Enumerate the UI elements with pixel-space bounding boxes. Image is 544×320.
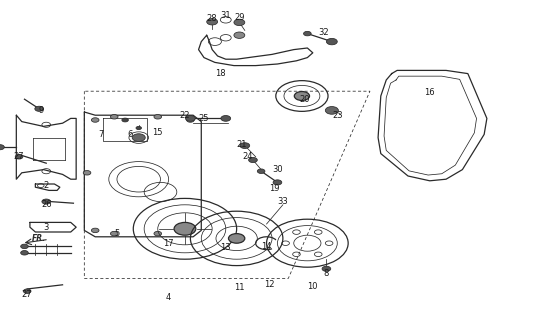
- Circle shape: [122, 118, 128, 122]
- Circle shape: [325, 107, 338, 114]
- Text: 3: 3: [44, 223, 49, 232]
- Circle shape: [23, 289, 31, 293]
- Text: 20: 20: [299, 95, 310, 104]
- Text: 32: 32: [318, 28, 329, 36]
- Text: FR.: FR.: [32, 234, 46, 243]
- Circle shape: [136, 126, 141, 130]
- Circle shape: [154, 231, 162, 236]
- Text: 16: 16: [424, 88, 435, 97]
- Circle shape: [21, 251, 28, 255]
- Text: 27: 27: [14, 152, 24, 161]
- Circle shape: [249, 157, 257, 163]
- Text: 24: 24: [242, 152, 253, 161]
- Circle shape: [304, 31, 311, 36]
- Text: 7: 7: [98, 130, 103, 139]
- Circle shape: [174, 222, 196, 235]
- Circle shape: [221, 116, 231, 121]
- Circle shape: [83, 171, 91, 175]
- Circle shape: [186, 116, 195, 121]
- Circle shape: [21, 244, 28, 249]
- Circle shape: [110, 115, 118, 119]
- Text: 33: 33: [277, 197, 288, 206]
- Text: 30: 30: [272, 165, 283, 174]
- Text: 11: 11: [234, 284, 245, 292]
- Circle shape: [228, 234, 245, 243]
- Circle shape: [132, 134, 145, 141]
- Text: 21: 21: [237, 140, 248, 148]
- Circle shape: [187, 228, 194, 233]
- Text: 4: 4: [166, 293, 171, 302]
- Text: 22: 22: [180, 111, 190, 120]
- Circle shape: [207, 19, 218, 25]
- Circle shape: [110, 231, 118, 236]
- Circle shape: [322, 266, 331, 271]
- Text: 14: 14: [261, 242, 272, 251]
- Circle shape: [234, 19, 245, 26]
- Circle shape: [257, 169, 265, 173]
- Circle shape: [234, 32, 245, 38]
- Text: 13: 13: [220, 244, 231, 252]
- Text: 31: 31: [220, 11, 231, 20]
- Text: 17: 17: [163, 239, 174, 248]
- Circle shape: [294, 92, 310, 100]
- Circle shape: [187, 118, 194, 122]
- Circle shape: [326, 38, 337, 45]
- Text: 8: 8: [324, 269, 329, 278]
- Circle shape: [42, 199, 51, 204]
- Text: 19: 19: [269, 184, 280, 193]
- Text: 6: 6: [128, 130, 133, 139]
- Circle shape: [273, 180, 282, 185]
- Circle shape: [91, 228, 99, 233]
- Circle shape: [15, 155, 23, 159]
- Text: 12: 12: [264, 280, 275, 289]
- Text: 29: 29: [234, 13, 245, 22]
- Text: 25: 25: [199, 114, 209, 123]
- Text: 23: 23: [332, 111, 343, 120]
- Circle shape: [91, 118, 99, 122]
- Text: 2: 2: [44, 181, 49, 190]
- Text: 5: 5: [114, 229, 120, 238]
- Text: 10: 10: [307, 282, 318, 291]
- Text: 26: 26: [41, 200, 52, 209]
- Text: 27: 27: [22, 290, 33, 299]
- Circle shape: [240, 143, 250, 148]
- Text: 15: 15: [152, 128, 163, 137]
- Circle shape: [0, 145, 4, 150]
- Circle shape: [154, 115, 162, 119]
- Circle shape: [35, 106, 44, 111]
- Text: 9: 9: [38, 106, 44, 115]
- Text: 28: 28: [207, 14, 218, 23]
- Text: 18: 18: [215, 69, 226, 78]
